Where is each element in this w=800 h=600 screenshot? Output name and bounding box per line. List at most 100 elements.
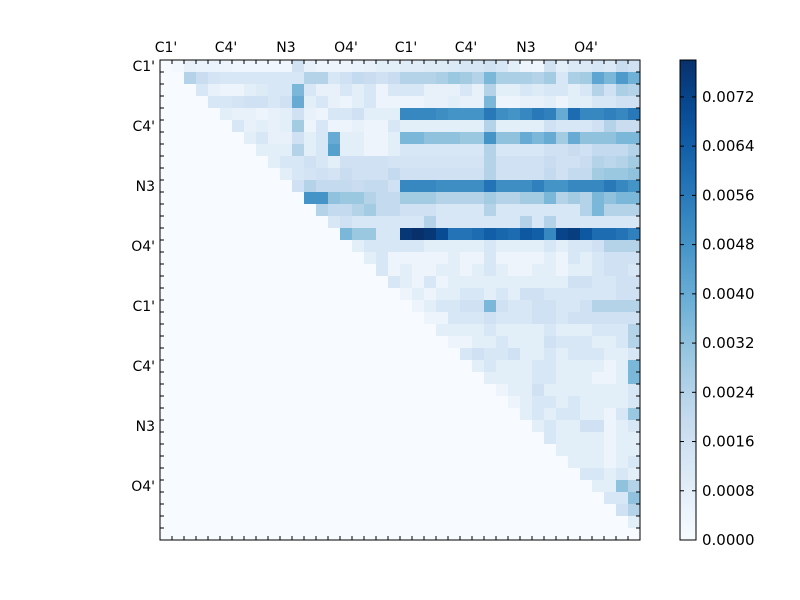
heatmap-cell — [568, 108, 581, 121]
heatmap-cell — [244, 216, 257, 229]
heatmap-cell — [376, 240, 389, 253]
heatmap-cell — [184, 204, 197, 217]
heatmap-cell — [580, 516, 593, 529]
heatmap-cell — [496, 324, 509, 337]
heatmap-cell — [376, 444, 389, 457]
heatmap-cell — [376, 180, 389, 193]
heatmap-cell — [292, 96, 305, 109]
heatmap-cell — [364, 468, 377, 481]
heatmap-cell — [616, 144, 629, 157]
heatmap-cell — [628, 216, 641, 229]
heatmap-cell — [352, 408, 365, 421]
heatmap-cell — [568, 336, 581, 349]
heatmap-cell — [580, 180, 593, 193]
heatmap-cell — [160, 276, 173, 289]
heatmap-cell — [496, 516, 509, 529]
heatmap-cell — [352, 144, 365, 157]
heatmap-cell — [244, 528, 257, 541]
heatmap-cell — [364, 372, 377, 385]
heatmap-cell — [184, 372, 197, 385]
heatmap-cell — [400, 528, 413, 541]
heatmap-cell — [568, 192, 581, 205]
heatmap-cell — [268, 120, 281, 133]
heatmap-cell — [628, 156, 641, 169]
heatmap-cell — [592, 84, 605, 97]
heatmap-cell — [328, 144, 341, 157]
heatmap-cell — [352, 336, 365, 349]
heatmap-cell — [448, 312, 461, 325]
heatmap-cell — [196, 504, 209, 517]
heatmap-cell — [316, 444, 329, 457]
heatmap-cell — [580, 372, 593, 385]
heatmap-cell — [436, 444, 449, 457]
heatmap-cell — [448, 288, 461, 301]
heatmap-cell — [280, 120, 293, 133]
colorbar-tick-label: 0.0056 — [702, 186, 755, 204]
heatmap-cell — [256, 324, 269, 337]
heatmap-cell — [280, 384, 293, 397]
heatmap-cell — [172, 84, 185, 97]
heatmap-cell — [460, 336, 473, 349]
heatmap-cell — [388, 228, 401, 241]
heatmap-cell — [268, 408, 281, 421]
heatmap-cell — [568, 120, 581, 133]
heatmap-cell — [592, 468, 605, 481]
heatmap-cell — [568, 72, 581, 85]
heatmap-cell — [340, 516, 353, 529]
heatmap-cell — [364, 108, 377, 121]
heatmap-cell — [436, 396, 449, 409]
heatmap-cell — [556, 360, 569, 373]
heatmap-cell — [532, 240, 545, 253]
heatmap-cell — [244, 288, 257, 301]
heatmap-cell — [628, 264, 641, 277]
heatmap-cell — [448, 420, 461, 433]
heatmap-cell — [364, 204, 377, 217]
heatmap-cell — [556, 480, 569, 493]
heatmap-cell — [376, 300, 389, 313]
heatmap-cell — [604, 384, 617, 397]
heatmap-cell — [520, 408, 533, 421]
heatmap-cell — [196, 444, 209, 457]
heatmap-cell — [388, 384, 401, 397]
heatmap-cell — [616, 528, 629, 541]
heatmap-cell — [472, 456, 485, 469]
heatmap-cell — [208, 324, 221, 337]
heatmap-cell — [628, 120, 641, 133]
heatmap-cell — [388, 444, 401, 457]
heatmap-cell — [184, 96, 197, 109]
heatmap-cell — [292, 84, 305, 97]
heatmap-cell — [472, 372, 485, 385]
heatmap-cell — [304, 216, 317, 229]
heatmap-cell — [328, 336, 341, 349]
heatmap-cell — [460, 252, 473, 265]
heatmap-cell — [628, 96, 641, 109]
heatmap-cell — [208, 504, 221, 517]
heatmap-cell — [280, 72, 293, 85]
heatmap-cell — [208, 384, 221, 397]
heatmap-cell — [268, 516, 281, 529]
heatmap-cell — [208, 336, 221, 349]
heatmap-cell — [532, 120, 545, 133]
heatmap-cell — [172, 156, 185, 169]
heatmap-cell — [244, 492, 257, 505]
heatmap-cell — [604, 456, 617, 469]
heatmap-cell — [196, 528, 209, 541]
heatmap-cell — [220, 144, 233, 157]
heatmap-cell — [580, 480, 593, 493]
heatmap-cell — [448, 456, 461, 469]
heatmap-cell — [604, 156, 617, 169]
heatmap-cell — [244, 372, 257, 385]
heatmap-cell — [160, 444, 173, 457]
heatmap-cell — [460, 468, 473, 481]
heatmap-cell — [616, 60, 629, 73]
heatmap-cell — [520, 516, 533, 529]
heatmap-cell — [460, 156, 473, 169]
heatmap-cell — [616, 492, 629, 505]
heatmap-cell — [508, 60, 521, 73]
heatmap-cell — [352, 444, 365, 457]
heatmap-cell — [604, 276, 617, 289]
heatmap-cell — [220, 60, 233, 73]
heatmap-cell — [556, 96, 569, 109]
heatmap-cell — [340, 348, 353, 361]
heatmap-cell — [484, 108, 497, 121]
